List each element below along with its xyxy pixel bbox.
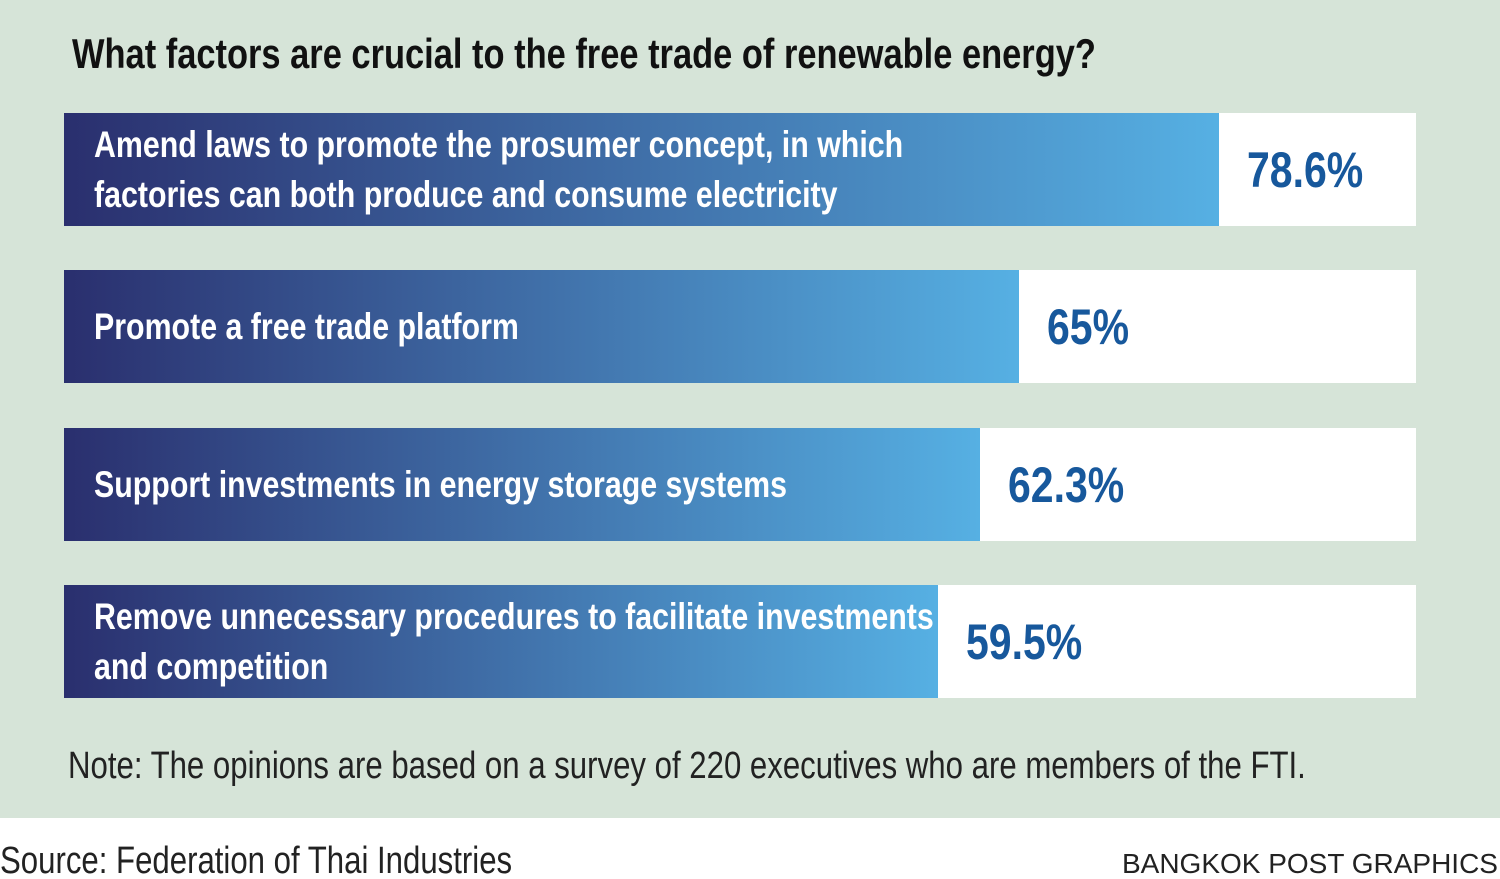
category-label: Remove unnecessary procedures to facilit… (94, 595, 934, 687)
bar (64, 585, 939, 698)
category-label: Support investments in energy storage sy… (94, 463, 787, 505)
value-label: 78.6% (1247, 141, 1364, 198)
bar-track: Amend laws to promote the prosumer conce… (64, 113, 1416, 226)
value-label: 59.5% (966, 613, 1083, 670)
source: Source: Federation of Thai Industries (0, 840, 513, 879)
bar (64, 428, 980, 541)
bar (64, 270, 1020, 383)
value-label: 65% (1047, 298, 1130, 355)
category-label: Promote a free trade platform (94, 305, 519, 347)
chart-title: What factors are crucial to the free tra… (72, 30, 1096, 77)
bar-track: Promote a free trade platform 65% (64, 270, 1416, 383)
bar-track: Remove unnecessary procedures to facilit… (64, 585, 1416, 698)
note: Note: The opinions are based on a survey… (68, 745, 1306, 787)
category-label: Amend laws to promote the prosumer conce… (94, 123, 904, 215)
credit: BANGKOK POST GRAPHICS (1121, 848, 1498, 879)
bar-track: Support investments in energy storage sy… (64, 428, 1416, 541)
value-label: 62.3% (1007, 456, 1124, 513)
bar (64, 113, 1220, 226)
